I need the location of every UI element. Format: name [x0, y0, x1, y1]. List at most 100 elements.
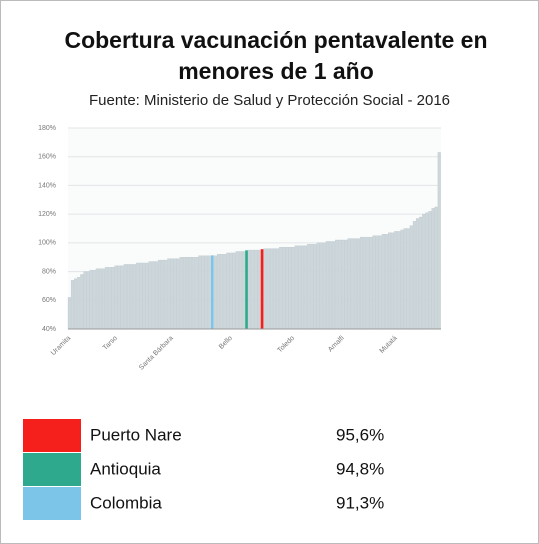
bar — [378, 235, 382, 330]
bar — [276, 248, 280, 330]
bar — [161, 259, 165, 330]
bar — [353, 238, 357, 330]
bar — [282, 247, 286, 330]
bar — [195, 257, 199, 330]
legend-swatch — [23, 453, 81, 486]
bar — [254, 249, 258, 330]
bar — [226, 252, 230, 330]
bar — [322, 242, 326, 330]
bar — [328, 241, 332, 330]
bar — [102, 268, 106, 330]
y-tick-label: 180% — [38, 125, 56, 132]
bar — [369, 236, 373, 330]
bar — [341, 239, 345, 330]
bar — [229, 252, 233, 330]
bar — [279, 247, 283, 330]
bar — [133, 264, 137, 330]
y-tick-label: 40% — [42, 326, 56, 333]
bar — [92, 269, 96, 330]
bar — [397, 231, 401, 330]
bar — [210, 255, 214, 329]
bar — [375, 235, 379, 330]
legend-label: Puerto Nare — [90, 425, 182, 444]
bar — [235, 251, 239, 330]
bar — [95, 268, 99, 330]
x-tick-label: Santa Bárbara — [138, 335, 175, 372]
bar — [114, 265, 118, 330]
bar — [117, 265, 121, 330]
bar — [409, 225, 413, 330]
bar — [313, 244, 317, 330]
bar — [288, 247, 292, 330]
x-tick-label: Mutatá — [379, 335, 399, 355]
bar — [257, 249, 261, 330]
bar — [130, 264, 134, 330]
bar — [297, 245, 301, 330]
bar — [74, 278, 78, 330]
bar — [189, 257, 193, 330]
bar — [89, 269, 93, 330]
bar — [400, 229, 404, 330]
x-tick-label: Tarso — [102, 335, 119, 352]
bar — [120, 265, 124, 330]
bar — [105, 267, 109, 330]
bar — [304, 245, 308, 330]
x-tick-label: Uramita — [50, 335, 72, 357]
bar — [434, 206, 438, 330]
bar — [350, 238, 354, 330]
bar — [272, 248, 277, 330]
bar — [213, 255, 217, 330]
bar — [391, 232, 395, 330]
y-tick-label: 100% — [38, 240, 56, 247]
bar — [260, 249, 264, 329]
bar — [179, 257, 183, 330]
legend-label: Antioquia — [90, 459, 161, 478]
bar — [425, 212, 429, 330]
bar — [123, 264, 127, 330]
bar — [384, 234, 388, 330]
bar — [148, 261, 152, 330]
legend-swatch — [23, 419, 81, 452]
bar — [245, 250, 248, 329]
bar — [192, 257, 196, 330]
bar — [80, 274, 84, 330]
bar — [419, 216, 423, 330]
chart-title: Cobertura vacunación pentavalente en men… — [64, 27, 488, 84]
bar — [366, 236, 370, 330]
bar — [325, 241, 329, 330]
legend-value: 91,3% — [336, 493, 384, 512]
bar — [145, 262, 149, 330]
bar — [412, 221, 416, 330]
bar — [170, 258, 174, 330]
y-tick-label: 80% — [42, 268, 56, 275]
bar — [415, 218, 419, 330]
y-tick-label: 120% — [38, 211, 56, 218]
bar — [251, 249, 255, 330]
legend-swatch — [23, 487, 81, 520]
bar — [223, 254, 227, 330]
y-tick-label: 160% — [38, 154, 56, 161]
bar — [220, 254, 224, 330]
bar — [347, 238, 351, 330]
bar — [360, 236, 364, 330]
bar — [198, 255, 202, 330]
bar — [232, 252, 236, 330]
bar — [182, 257, 186, 330]
y-tick-label: 140% — [38, 182, 56, 189]
bar — [86, 271, 90, 330]
bar — [406, 228, 410, 330]
bar — [77, 277, 81, 330]
bar — [422, 213, 426, 330]
bar — [338, 239, 342, 330]
bar — [403, 228, 407, 330]
bar — [394, 231, 398, 330]
bar — [269, 248, 273, 330]
bar — [263, 248, 267, 330]
bar — [83, 271, 87, 330]
bar — [154, 261, 158, 330]
bar — [266, 248, 270, 330]
bar — [176, 258, 180, 330]
bar — [437, 152, 441, 330]
bar — [372, 235, 376, 330]
